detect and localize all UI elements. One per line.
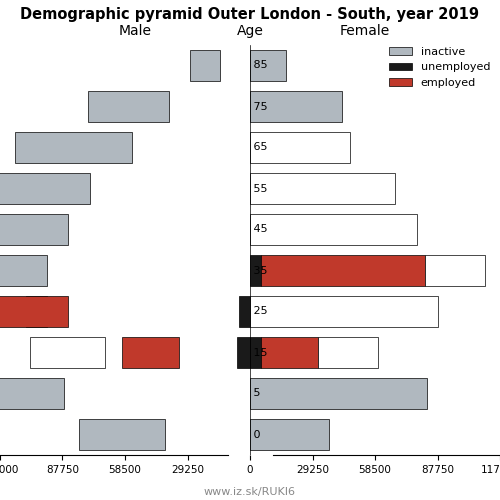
Bar [0,173,90,204]
Text: 55: 55 [250,184,268,194]
Bar [0,296,68,327]
Bar [318,337,378,368]
Bar [250,91,342,122]
Bar [0,214,68,245]
Bar [250,173,396,204]
Legend: inactive, unemployed, employed: inactive, unemployed, employed [385,42,494,92]
Text: 25: 25 [250,306,268,316]
Bar [250,214,416,245]
Bar [250,378,428,409]
Text: 35: 35 [250,266,268,276]
Bar [30,337,104,368]
Bar [79,419,164,450]
Text: 45: 45 [250,224,268,234]
Bar [88,91,169,122]
Text: Female: Female [340,24,390,38]
Bar [190,50,220,81]
Bar [250,419,329,450]
Text: Demographic pyramid Outer London - South, year 2019: Demographic pyramid Outer London - South… [20,8,479,22]
Bar [0,255,47,286]
Bar [250,255,260,286]
Text: Male: Male [118,24,152,38]
Text: 65: 65 [250,142,268,152]
Bar [15,132,132,163]
Bar [250,50,286,81]
Text: www.iz.sk/RUKI6: www.iz.sk/RUKI6 [204,487,296,497]
Bar [425,255,485,286]
Text: 0: 0 [250,430,260,440]
Text: Age: Age [236,24,264,38]
Bar [26,296,47,327]
Bar [260,255,425,286]
Bar [260,337,318,368]
Text: 5: 5 [250,388,260,398]
Bar [122,337,180,368]
Bar [240,296,250,327]
Text: 85: 85 [250,60,268,70]
Text: 75: 75 [250,102,268,112]
Bar [0,378,64,409]
Bar [250,132,350,163]
Bar [250,296,438,327]
Bar [237,337,250,368]
Bar [250,337,260,368]
Text: 15: 15 [250,348,268,358]
